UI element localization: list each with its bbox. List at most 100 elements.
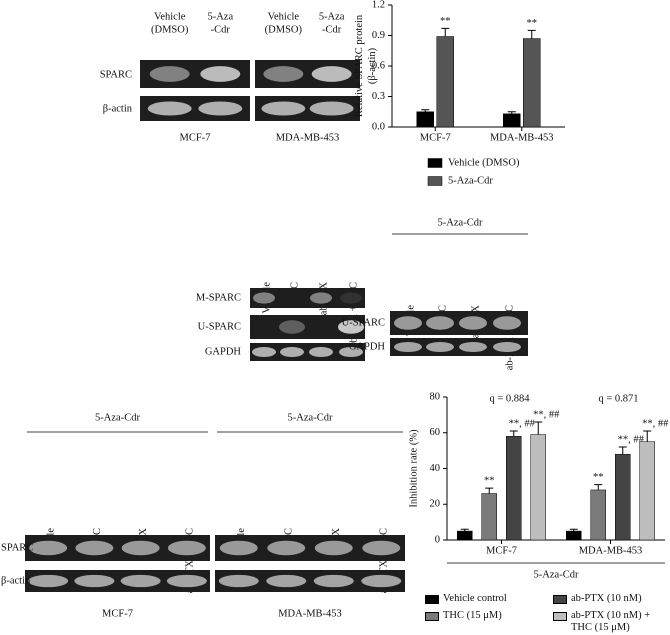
blot-band [279, 320, 305, 334]
lane-label: Vehicle [154, 11, 186, 22]
error-bar [618, 446, 627, 455]
lane-label: -Cdr [322, 24, 342, 35]
bar [481, 493, 497, 541]
blot-band [75, 540, 114, 556]
error-bar [460, 528, 469, 532]
cell-line-label: MDA-MB-453 [276, 132, 340, 143]
significance-label: ** [484, 476, 495, 487]
x-tick-label: MDA-MB-453 [490, 132, 554, 143]
blot-band [394, 316, 422, 330]
blot-band [340, 292, 362, 304]
blot-band [426, 316, 454, 330]
row-label: β-actin [1, 575, 31, 586]
row-label: GAPDH [349, 341, 386, 352]
legend-label: 5-Aza-Cdr [448, 175, 493, 186]
treatment-label: 5-Aza-Cdr [95, 412, 140, 423]
bar [523, 38, 541, 128]
error-bar [534, 421, 543, 435]
blot-band [314, 540, 353, 556]
blot-band [339, 346, 363, 358]
bar [436, 36, 454, 128]
y-tick-label: 0.9 [372, 30, 385, 41]
blot-band [263, 66, 304, 82]
legend-swatch [427, 158, 443, 168]
bar [590, 489, 606, 541]
y-axis-label: Inhibition rate (%) [408, 429, 419, 508]
blot-band [493, 316, 521, 330]
x-tick-label: MCF-7 [420, 132, 451, 143]
legend-label: ab-PTX (10 nM) [571, 593, 642, 604]
blot-band [426, 341, 454, 353]
row-label: β-actin [103, 103, 133, 114]
blot-band [167, 540, 206, 556]
y-tick-label: 20 [430, 499, 441, 510]
y-tick-label: 0 [435, 534, 440, 545]
q-label: q = 0.884 [489, 393, 530, 404]
lane-label: Vehicle [268, 11, 300, 22]
y-tick-label: 0.3 [372, 91, 385, 102]
lane-label: ab-PTX + THC [348, 282, 359, 347]
legend-swatch [553, 595, 567, 604]
bar [503, 113, 521, 128]
row-label: SPARC [100, 69, 132, 80]
blot-band [493, 341, 521, 353]
blot-band [459, 316, 487, 330]
error-bar [594, 484, 603, 490]
treatment-label: 5-Aza-Cdr [438, 217, 483, 228]
error-bar [507, 111, 516, 114]
bar [639, 441, 655, 541]
legend-label: THC (15 μM) [443, 610, 502, 621]
blot-band [218, 574, 259, 588]
bar [566, 530, 582, 541]
significance-label: **, ## [533, 409, 560, 420]
y-tick-label: 40 [430, 463, 441, 474]
row-label: GAPDH [205, 346, 242, 357]
significance-label: **, ## [642, 418, 669, 429]
error-bar [485, 487, 494, 494]
blot-band [267, 540, 306, 556]
legend-swatch [425, 612, 439, 621]
y-tick-label: 0.6 [372, 60, 385, 71]
significance-label: **, ## [509, 418, 536, 429]
blot-band [311, 66, 352, 82]
q-label: q = 0.871 [598, 393, 638, 404]
legend-label: ab-PTX (10 nM) + THC (15 μM) [571, 610, 651, 633]
bar [457, 530, 473, 541]
error-bar [643, 430, 652, 442]
y-axis-label: (β-actin) [367, 47, 378, 84]
x-axis-label: 5-Aza-Cdr [534, 569, 579, 580]
y-axis-label: Relative SPARC protein [354, 14, 365, 117]
y-tick-label: 0.0 [372, 121, 385, 132]
blot-band [200, 66, 241, 82]
blot-background [250, 343, 365, 361]
blot-band [309, 346, 333, 358]
blot-background [25, 570, 210, 592]
row-label: M-SPARC [196, 292, 241, 303]
error-bar [441, 27, 450, 37]
lane-label: ab-PTX + THC [504, 305, 515, 370]
cell-line-label: MDA-MB-453 [278, 608, 342, 619]
blot-band [120, 574, 161, 588]
blot-band [29, 540, 68, 556]
bar [506, 436, 522, 541]
blot-band [28, 574, 69, 588]
cell-line-label: MCF-7 [102, 608, 133, 619]
blot-band [309, 101, 354, 116]
bar [416, 111, 434, 128]
blot-band [310, 292, 332, 304]
blot-background [250, 288, 365, 308]
blot-background [215, 570, 405, 592]
lane-label: -Cdr [211, 24, 231, 35]
lane-label: (DMSO) [265, 24, 303, 35]
legend-label: Vehicle control [443, 593, 507, 604]
y-tick-label: 60 [430, 427, 441, 438]
error-bar [569, 528, 578, 532]
x-tick-label: MDA-MB-453 [579, 545, 643, 556]
lane-label: 5-Aza [319, 11, 345, 22]
treatment-label: 5-Aza-Cdr [288, 412, 333, 423]
blot-band [74, 574, 115, 588]
significance-label: ** [527, 18, 538, 29]
error-bar [421, 109, 430, 112]
